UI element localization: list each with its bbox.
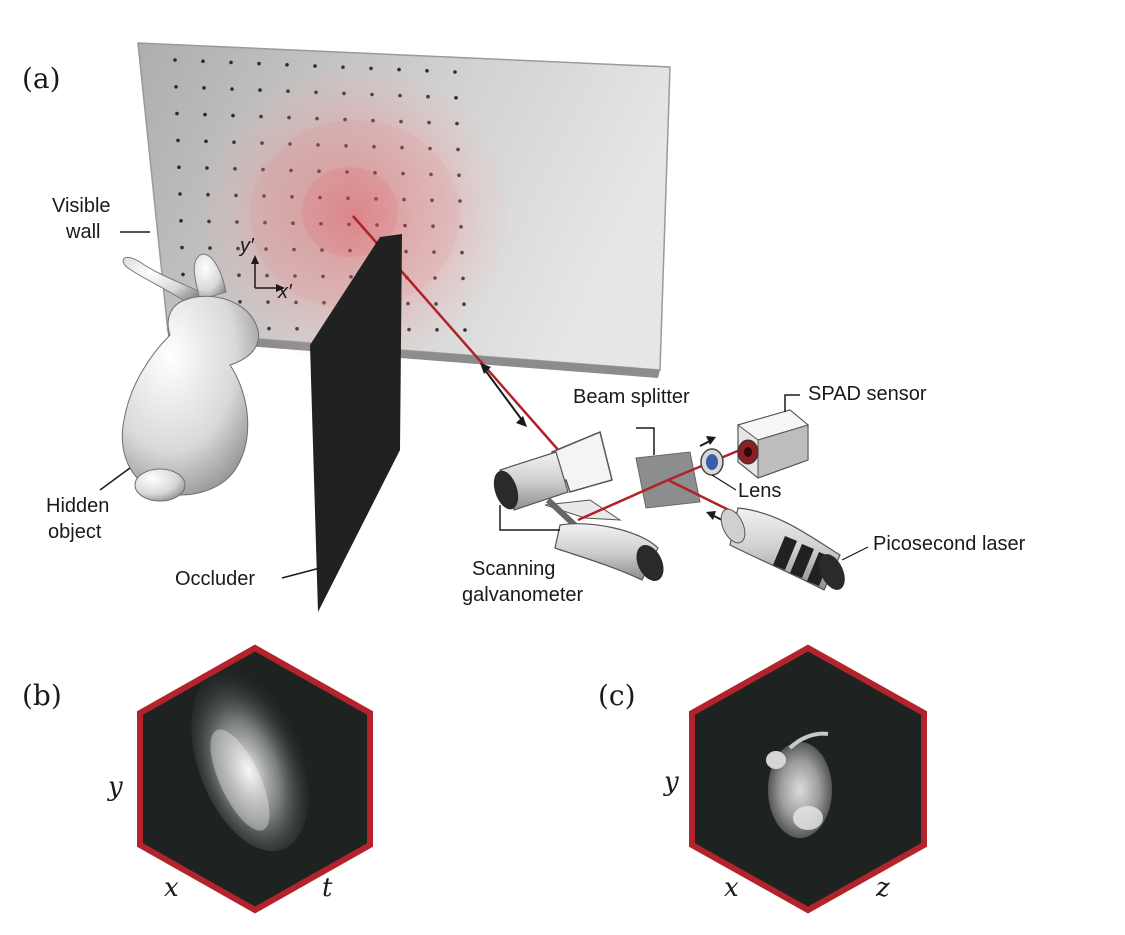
picosecond-laser	[720, 507, 869, 591]
wall-dot	[203, 112, 207, 117]
wall-coordinate-axes: y′ x′	[238, 235, 293, 303]
scanning-galvanometer-label-line1: Scanning	[472, 558, 555, 580]
wall-dot	[454, 96, 458, 100]
wall-dot	[201, 59, 205, 63]
wall-y-axis-label: y′	[238, 235, 255, 257]
wall-dot	[285, 63, 289, 67]
wall-dot	[453, 70, 457, 74]
panel-b-x-axis-label: x	[164, 873, 179, 903]
hidden-object-bunny	[121, 253, 260, 502]
hexagon-b	[137, 644, 373, 914]
wall-dot	[204, 139, 208, 144]
light-direction-arrow-upper	[699, 436, 716, 447]
wall-dot	[205, 166, 209, 170]
hidden-object-label-line1: Hidden	[46, 495, 109, 517]
panel-b-y-axis-label: y	[107, 772, 123, 802]
leader-lines	[99, 231, 321, 579]
wall-dot	[425, 69, 429, 73]
wall-dot	[463, 328, 467, 332]
wall-dot	[177, 165, 181, 169]
scanning-galvanometer	[493, 430, 664, 581]
wall-dot	[257, 61, 261, 66]
beam-splitter-label: Beam splitter	[573, 386, 690, 408]
panel-c-z-axis-label: z	[875, 873, 890, 903]
distance-double-arrow	[480, 363, 527, 427]
scanning-galvanometer-label-line2: galvanometer	[462, 584, 584, 606]
beam-splitter	[635, 427, 701, 509]
spad-sensor	[736, 394, 810, 479]
lens	[700, 448, 737, 491]
wall-dot	[229, 60, 233, 65]
hidden-object-label-line2: object	[48, 521, 102, 543]
panel-c-x-axis-label: x	[724, 873, 739, 903]
picosecond-laser-label: Picosecond laser	[873, 533, 1026, 555]
wall-dot	[173, 58, 177, 62]
wall-dot	[178, 192, 182, 196]
reconstructed-bunny	[766, 731, 832, 838]
wall-dot	[175, 111, 179, 116]
visible-wall-label-line1: Visible	[52, 195, 111, 217]
wall-dot	[397, 67, 401, 72]
wall-dot	[179, 219, 183, 223]
wall-dot	[176, 138, 180, 143]
wall-dot	[174, 85, 178, 89]
wall-x-axis-label: x′	[277, 281, 293, 303]
spad-sensor-label: SPAD sensor	[808, 383, 927, 405]
wall-dot	[313, 64, 317, 68]
lens-label: Lens	[738, 480, 781, 502]
panel-b-t-axis-label: t	[322, 873, 333, 903]
wall-dot	[258, 88, 262, 92]
wall-dot	[230, 87, 234, 91]
panel-c-label: (c)	[598, 679, 636, 712]
wall-dot	[202, 86, 206, 90]
panel-b-label: (b)	[22, 679, 62, 712]
occluder-label: Occluder	[175, 568, 255, 590]
hexagon-c	[689, 644, 927, 914]
wall-dot	[180, 245, 184, 250]
wall-dot	[231, 113, 235, 118]
occluder	[310, 234, 402, 612]
wall-dot	[181, 272, 185, 277]
panel-a-label: (a)	[22, 62, 61, 95]
panel-c-y-axis-label: y	[663, 767, 679, 797]
visible-wall-label-line2: wall	[65, 221, 100, 243]
